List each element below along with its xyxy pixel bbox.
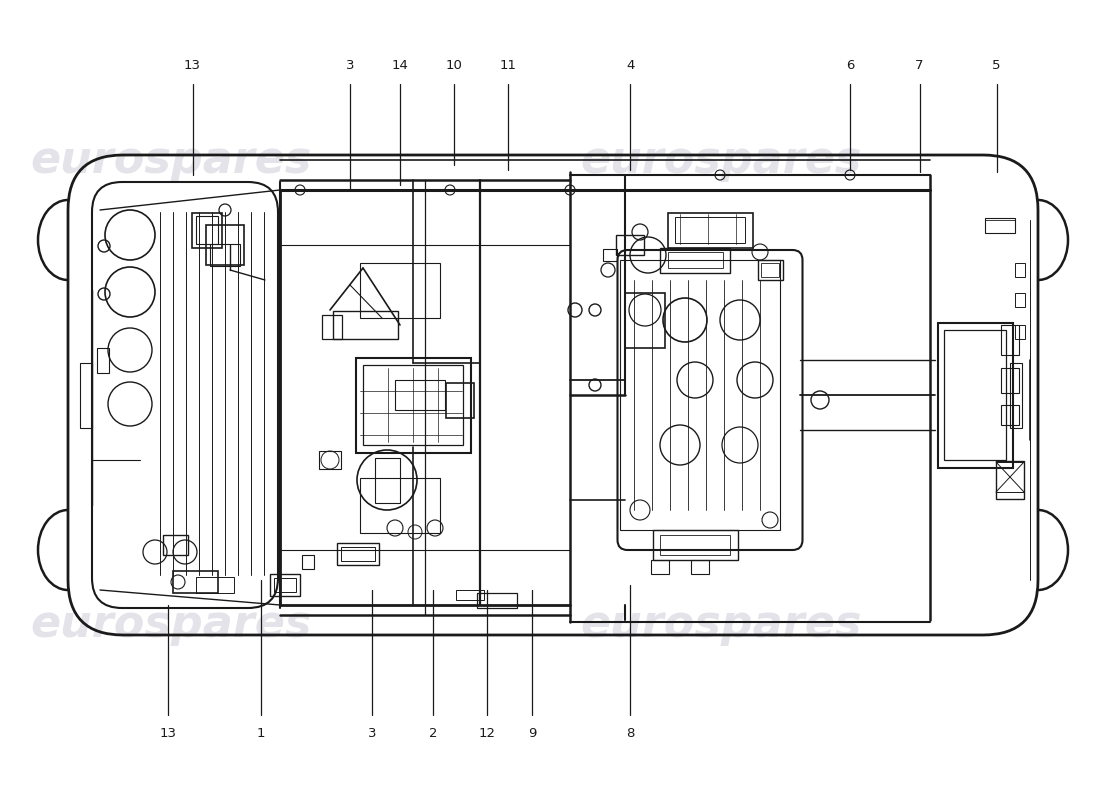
Bar <box>616 235 644 255</box>
Bar <box>456 590 484 600</box>
Text: eurospares: eurospares <box>580 603 861 646</box>
Bar <box>302 555 313 569</box>
Bar <box>341 547 375 561</box>
Bar <box>1001 405 1019 425</box>
Bar <box>1015 325 1025 339</box>
Bar <box>355 358 471 453</box>
Bar <box>1015 263 1025 277</box>
Text: 1: 1 <box>256 727 265 740</box>
Text: eurospares: eurospares <box>30 603 311 646</box>
Text: 4: 4 <box>626 59 635 72</box>
Bar <box>660 247 730 273</box>
Text: 10: 10 <box>446 59 463 72</box>
Bar <box>446 382 474 418</box>
Text: 13: 13 <box>184 59 201 72</box>
Text: 7: 7 <box>915 59 924 72</box>
Text: 14: 14 <box>392 59 409 72</box>
Bar <box>652 530 737 560</box>
Bar <box>196 216 218 244</box>
Bar <box>210 244 240 266</box>
Bar <box>761 263 779 277</box>
Bar <box>395 380 446 410</box>
Bar <box>937 322 1012 467</box>
Bar <box>625 293 666 347</box>
Text: eurospares: eurospares <box>30 138 311 182</box>
Bar <box>1015 293 1025 307</box>
Bar <box>274 578 296 592</box>
Bar <box>374 458 399 502</box>
Bar <box>360 262 440 318</box>
Text: 13: 13 <box>160 727 177 740</box>
Bar <box>603 249 617 261</box>
Text: 11: 11 <box>499 59 517 72</box>
Bar <box>984 218 1015 233</box>
Bar <box>270 574 300 596</box>
Bar <box>322 315 342 339</box>
Text: 3: 3 <box>345 59 354 72</box>
Bar <box>163 535 187 555</box>
Bar <box>1001 325 1019 355</box>
Bar <box>173 571 218 593</box>
Bar <box>668 213 752 247</box>
Bar <box>691 560 710 574</box>
Bar <box>80 362 92 427</box>
Text: 9: 9 <box>528 727 537 740</box>
Bar <box>651 560 669 574</box>
Bar <box>660 535 730 555</box>
Bar <box>944 330 1006 460</box>
Bar <box>360 478 440 533</box>
Text: 3: 3 <box>367 727 376 740</box>
Text: 5: 5 <box>992 59 1001 72</box>
Bar <box>319 451 341 469</box>
Bar <box>196 577 234 593</box>
Bar <box>1001 367 1019 393</box>
Bar <box>668 252 723 268</box>
Bar <box>620 260 780 530</box>
Bar <box>1010 362 1022 427</box>
Bar <box>206 225 244 265</box>
Bar <box>192 213 222 247</box>
Text: 2: 2 <box>429 727 438 740</box>
Bar <box>337 543 379 565</box>
Text: eurospares: eurospares <box>580 138 861 182</box>
Bar <box>477 593 517 607</box>
Bar <box>996 461 1024 499</box>
Bar <box>97 347 109 373</box>
Bar <box>758 260 782 280</box>
Bar <box>332 311 397 339</box>
Text: 8: 8 <box>626 727 635 740</box>
Text: 12: 12 <box>478 727 496 740</box>
Text: 6: 6 <box>846 59 855 72</box>
Bar <box>675 217 745 243</box>
Bar <box>363 365 463 445</box>
